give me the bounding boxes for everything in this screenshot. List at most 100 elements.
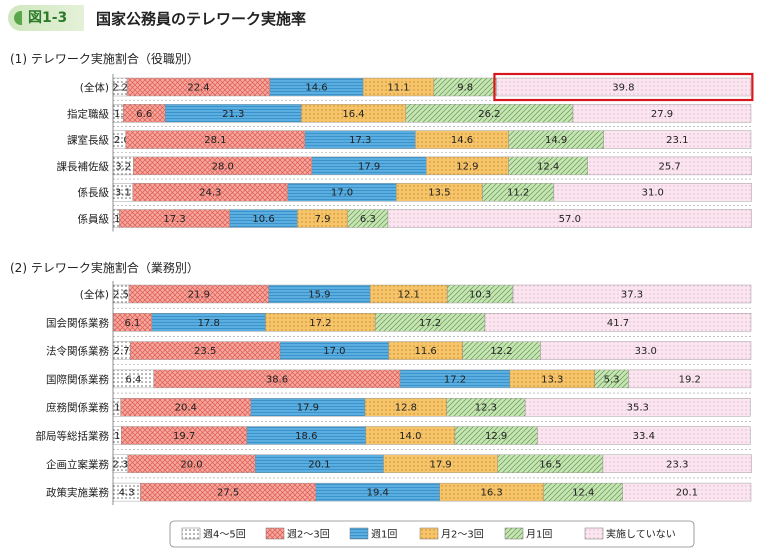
data-label: 27.9: [651, 109, 673, 120]
data-label: 16.4: [342, 109, 364, 120]
legend-item-month1: 月1回: [504, 527, 552, 541]
data-label: 17.3: [349, 135, 371, 146]
bar-segment-none: [540, 341, 752, 360]
data-label: 10.6: [252, 214, 274, 225]
section-1-title: (1) テレワーク実施割合（役職別）: [10, 51, 199, 66]
legend: 週4～5回 週2～3回 週1回 月2～3回 月1回 実施していない: [169, 520, 695, 548]
legend-item-week4to5: 週4～5回: [181, 527, 246, 541]
legend-swatch: [265, 527, 285, 540]
bar-segment-none: [602, 454, 752, 473]
figure-number-badge: 図1-3: [8, 5, 84, 31]
bar-segment-none: [496, 77, 751, 97]
figure-title: 国家公務員のテレワーク実施率: [96, 10, 307, 28]
data-label: 2.0: [114, 135, 130, 146]
bar-row: 政策実施業務 4.3 27.5 19.4 16.3 12.4 20.1: [46, 482, 752, 502]
legend-label: 週1回: [371, 529, 397, 541]
data-label: 17.0: [323, 346, 345, 357]
category-label: 政策実施業務: [46, 486, 109, 499]
data-label: 38.6: [266, 374, 288, 385]
data-label: 21.3: [222, 109, 244, 120]
data-label: 17.8: [198, 318, 220, 329]
data-label: 39.8: [612, 83, 634, 94]
data-label: 17.0: [331, 188, 353, 199]
bar-segment-none: [524, 398, 751, 417]
category-label: 係員級: [78, 213, 110, 226]
bar-segment-none: [628, 369, 752, 389]
data-label: 17.2: [419, 318, 441, 329]
data-label: 22.4: [187, 83, 209, 94]
bar-row: 課室長級 2.0 28.1 17.3 14.6 14.9 23.1: [67, 130, 752, 154]
data-label: 2.7: [114, 346, 130, 357]
data-label: 20.1: [676, 488, 698, 499]
data-label: 14.6: [305, 83, 327, 94]
data-label: 31.0: [642, 188, 664, 199]
data-label: 9.8: [457, 83, 473, 94]
data-label: 11.1: [387, 83, 409, 94]
category-label: 庶務関係業務: [46, 401, 109, 414]
bar-segment-none: [603, 130, 752, 149]
category-label: 部局等総括業務: [36, 430, 110, 443]
bar-segment-none: [387, 209, 752, 228]
bar-row: (全体) 2.2 22.4 14.6 11.1 9.8 39.8: [80, 77, 751, 101]
data-label: 11.6: [414, 346, 436, 357]
legend-swatch: [181, 527, 201, 540]
category-label: 指定職級: [67, 107, 109, 120]
data-label: 12.8: [395, 403, 417, 414]
data-label: 14.9: [545, 135, 567, 146]
data-label: 23.3: [666, 459, 688, 470]
data-label: 3.2: [115, 161, 131, 172]
data-label: 6.1: [125, 318, 141, 329]
category-label: 法令関係業務: [46, 345, 109, 358]
bar-row: 係長級 3.1 24.3 17.0 13.5 11.2 31.0: [78, 182, 752, 206]
legend-item-month2to3: 月2～3回: [419, 527, 484, 541]
category-label: 係長級: [78, 186, 110, 199]
data-label: 14.0: [399, 431, 421, 442]
data-label: 23.5: [194, 346, 216, 357]
data-label: 6.4: [125, 374, 141, 385]
data-label: 21.9: [188, 290, 210, 301]
data-label: 57.0: [559, 214, 581, 225]
data-label: 6.3: [360, 214, 376, 225]
bar-row: 課長補佐級 3.2 28.0 17.9 12.9 12.4 25.7: [57, 156, 752, 180]
data-label: 17.2: [309, 318, 331, 329]
data-label: 33.4: [633, 431, 655, 442]
data-label: 20.0: [180, 459, 202, 470]
category-label: (全体): [80, 81, 109, 94]
data-label: 17.2: [444, 374, 466, 385]
data-label: 3.1: [115, 188, 131, 199]
bar-segment-none: [512, 284, 752, 304]
bar-segment-none: [537, 426, 751, 445]
chart-section-2: (全体)2.521.915.912.110.337.3国会関係業務0.06.11…: [36, 281, 752, 506]
data-label: 2.3: [112, 459, 128, 470]
data-label: 27.5: [217, 488, 239, 499]
data-label: 1.6: [114, 109, 130, 120]
category-label: 企画立案業務: [46, 458, 109, 471]
legend-item-none: 実施していない: [584, 528, 676, 541]
highlight-box: [493, 72, 754, 102]
category-label: 国際関係業務: [46, 373, 109, 386]
data-label: 16.3: [481, 488, 503, 499]
category-label: 課長補佐級: [57, 160, 110, 173]
data-label: 35.3: [627, 403, 649, 414]
data-label: 5.3: [604, 374, 620, 385]
data-label: 18.6: [295, 431, 317, 442]
bar-row: 法令関係業務 2.7 23.5 17.0 11.6 12.2 33.0: [46, 341, 752, 366]
data-label: 23.1: [666, 135, 688, 146]
category-label: 課室長級: [67, 134, 109, 147]
bar-row: 国際関係業務 6.4 38.6 17.2 13.3 5.3 19.2: [46, 369, 752, 394]
data-label: 24.3: [199, 188, 221, 199]
legend-label: 週4～5回: [203, 529, 246, 541]
legend-swatch: [419, 527, 439, 540]
data-label: 12.1: [398, 290, 420, 301]
bar-row: 指定職級 1.6 6.6 21.3 16.4 26.2 27.9: [67, 104, 752, 127]
section-2-title: (2) テレワーク実施割合（業務別）: [10, 260, 199, 275]
bar-row: 国会関係業務0.06.117.817.217.241.7: [46, 313, 752, 337]
data-label: 10.3: [469, 290, 491, 301]
legend-label: 月1回: [526, 529, 552, 541]
data-label: 28.0: [212, 161, 234, 172]
data-label: 14.6: [451, 135, 473, 146]
legend-item-week2to3: 週2～3回: [265, 527, 330, 541]
data-label: 12.9: [485, 431, 507, 442]
